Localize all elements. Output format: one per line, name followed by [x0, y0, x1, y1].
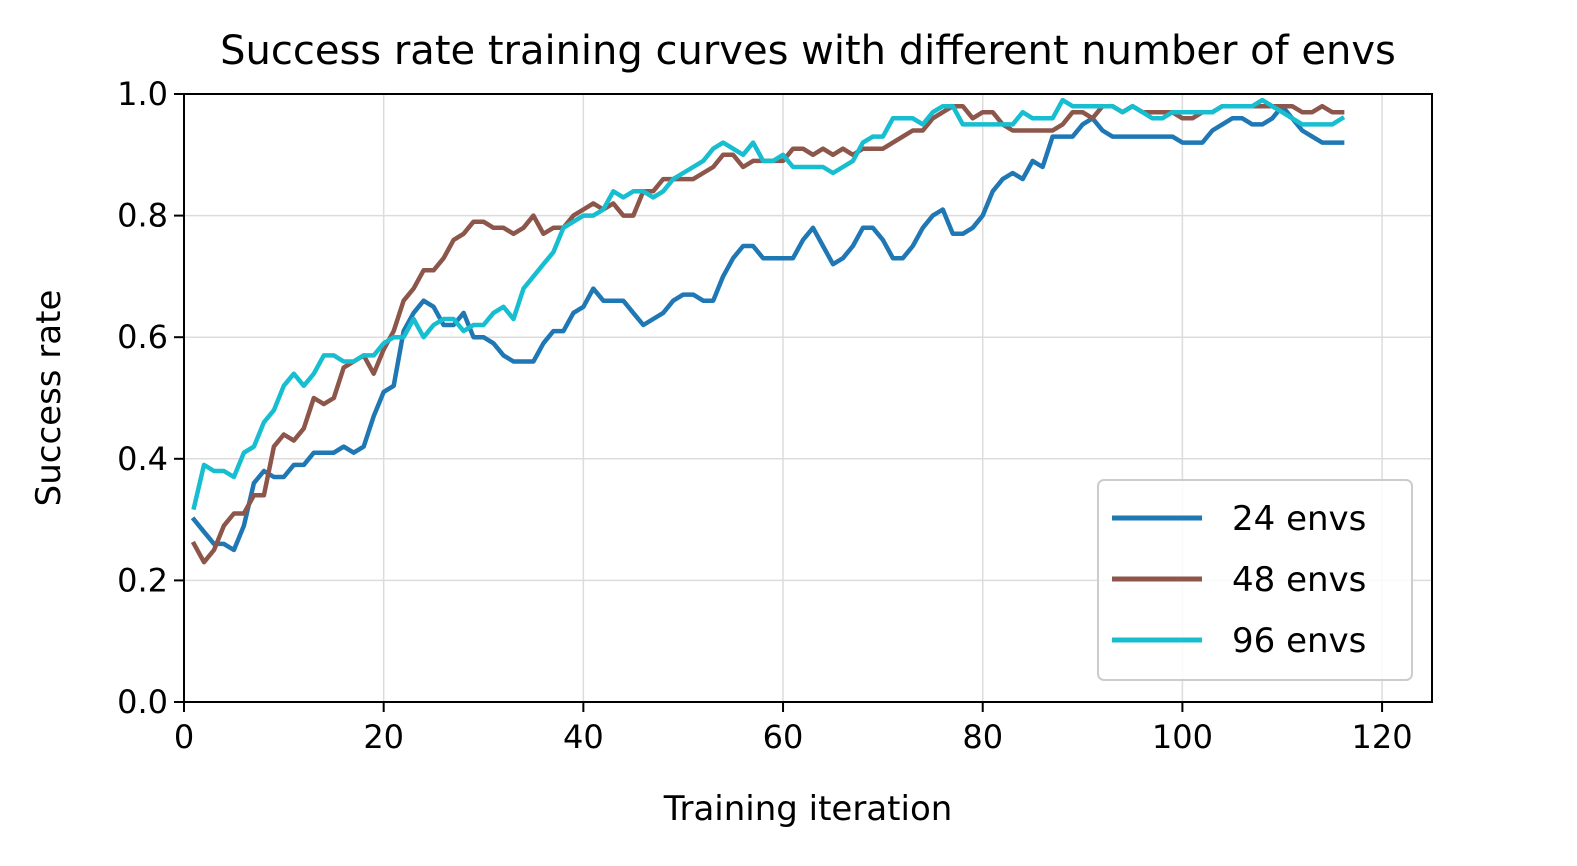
axis-ticks: 0 20 40 60 80 100 120 0.0 0.2 0.4 0.6 0.8 1.0	[117, 75, 1413, 756]
legend-label: 96 envs	[1232, 621, 1366, 661]
legend-label: 48 envs	[1232, 560, 1366, 600]
series-lines	[190, 97, 1346, 565]
chart-title: Success rate training curves with differ…	[220, 28, 1396, 74]
legend-box	[1097, 479, 1413, 681]
x-tick-label: 40	[563, 718, 604, 756]
y-tick-label: 0.2	[117, 561, 168, 599]
y-tick-label: 0.0	[117, 683, 168, 721]
x-tick-label: 80	[962, 718, 1003, 756]
x-tick-label: 0	[174, 718, 194, 756]
x-tick-label: 100	[1152, 718, 1213, 756]
series-line-24-envs	[190, 103, 1345, 553]
x-axis-label: Training iteration	[663, 789, 953, 829]
legend-label: 24 envs	[1232, 499, 1366, 539]
y-tick-label: 0.8	[117, 197, 168, 235]
series-line-96-envs	[191, 97, 1346, 511]
y-tick-label: 0.6	[117, 318, 168, 356]
x-tick-label: 120	[1352, 718, 1413, 756]
plot-area-frame	[183, 93, 1433, 703]
y-tick-label: 0.4	[117, 440, 168, 478]
y-axis-label: Success rate	[29, 290, 69, 507]
x-tick-label: 60	[763, 718, 804, 756]
y-tick-label: 1.0	[117, 75, 168, 113]
legend: 24 envs 48 envs 96 envs	[1097, 479, 1413, 681]
x-tick-label: 20	[363, 718, 404, 756]
